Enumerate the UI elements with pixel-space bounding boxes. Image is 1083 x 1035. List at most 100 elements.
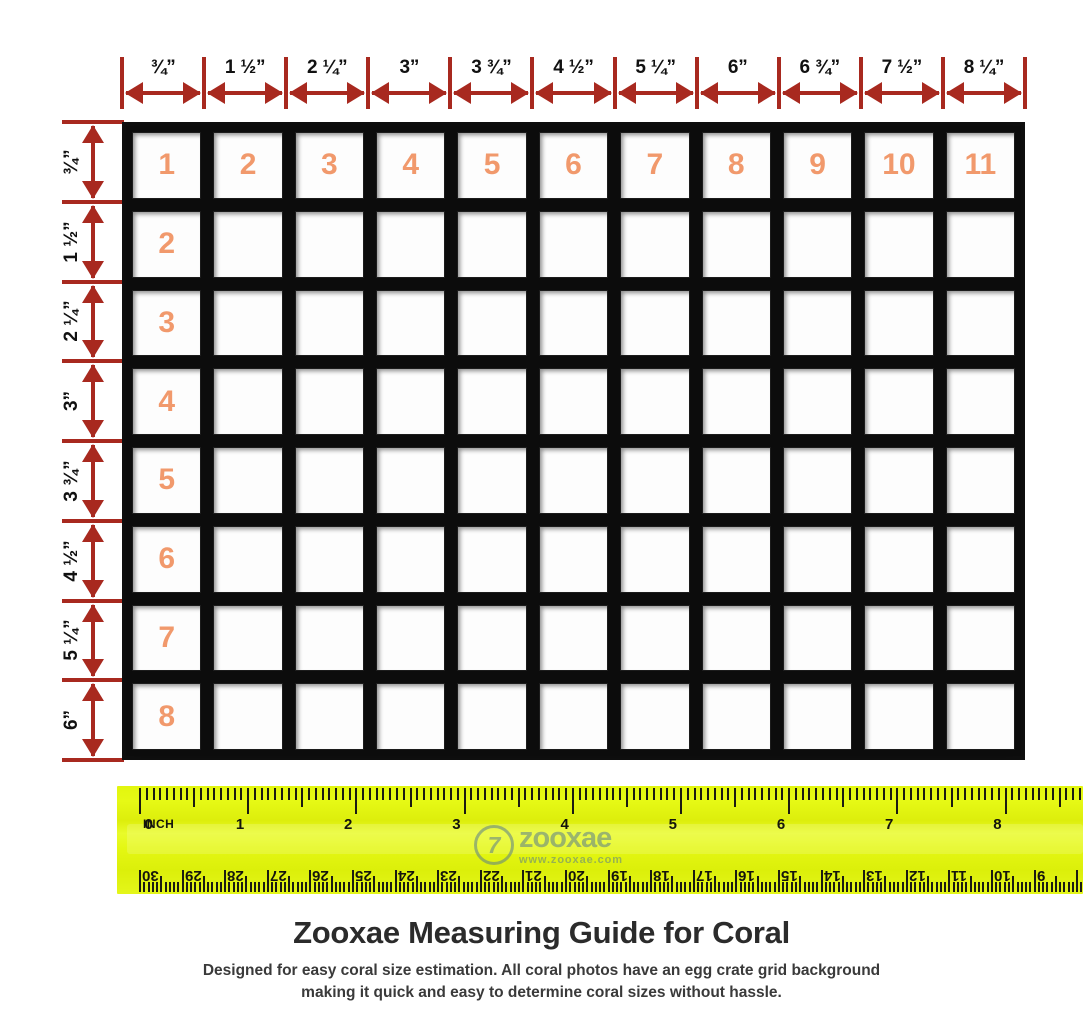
ruler-metric-tick bbox=[701, 882, 704, 892]
horizontal-measure-label: 8 ¼” bbox=[963, 57, 1005, 78]
ruler-metric-tick bbox=[888, 882, 891, 892]
horizontal-measure-label: 6 ¾” bbox=[799, 57, 841, 78]
caption-line-1: Designed for easy coral size estimation.… bbox=[202, 962, 881, 979]
ruler-metric-tick bbox=[530, 882, 533, 892]
vertical-measurement-scale: ¾” 1 ½” 2 ¼” 3” 3 ¾” 4 ½” 5 ¼” 6” bbox=[0, 0, 124, 790]
ruler-inch-tick bbox=[909, 788, 912, 800]
grid-cell: 7 bbox=[126, 598, 208, 678]
grid-cell-face: 8 bbox=[702, 133, 770, 198]
ruler-metric-number: 29 bbox=[184, 867, 202, 884]
ruler-inch-tick bbox=[707, 788, 710, 800]
vertical-measure-segment: 6” bbox=[61, 680, 124, 760]
grid-cell-face: 1 bbox=[133, 133, 201, 198]
ruler-metric-tick bbox=[586, 876, 589, 892]
grid-cell-face bbox=[783, 290, 852, 356]
horizontal-tick-mark bbox=[448, 57, 453, 109]
ruler-inch-tick bbox=[680, 788, 682, 814]
ruler-metric-number: 24 bbox=[397, 867, 415, 884]
ruler-metric-tick bbox=[582, 882, 585, 892]
caption-block: Zooxae Measuring Guide for Coral Designe… bbox=[0, 915, 1083, 1004]
grid-cell bbox=[939, 362, 1021, 441]
ruler-inch-tick bbox=[700, 788, 703, 800]
ruler-inch-tick bbox=[402, 788, 405, 800]
ruler-inch-tick bbox=[727, 788, 730, 800]
ruler-inch-tick bbox=[382, 788, 385, 800]
ruler-metric-tick bbox=[407, 882, 410, 892]
horizontal-measure-label: 3” bbox=[399, 57, 420, 78]
grid-cell bbox=[370, 519, 452, 599]
ruler-inch-tick bbox=[416, 788, 419, 800]
ruler-metric-tick bbox=[786, 882, 789, 892]
ruler-inch-tick bbox=[544, 788, 547, 800]
grid-cell-face bbox=[539, 526, 608, 592]
ruler-inch-tick bbox=[1058, 788, 1061, 807]
double-arrow-icon bbox=[781, 82, 858, 104]
grid-cell-face bbox=[377, 448, 445, 513]
ruler-inch-tick bbox=[274, 788, 277, 800]
ruler-inch-tick bbox=[186, 788, 189, 800]
ruler-metric-tick bbox=[283, 882, 286, 892]
ruler-inch-tick bbox=[1051, 788, 1054, 800]
grid-cell bbox=[939, 598, 1021, 678]
ruler-metric-tick bbox=[471, 882, 474, 892]
ruler-metric-tick bbox=[892, 882, 895, 892]
ruler-inch-tick bbox=[754, 788, 757, 800]
grid-cell-face: 6 bbox=[539, 133, 608, 198]
grid-cell: 1 bbox=[126, 126, 208, 205]
grid-column-number: 10 bbox=[882, 148, 916, 182]
ruler-inch-tick bbox=[1038, 788, 1041, 800]
ruler-metric-tick bbox=[807, 882, 810, 892]
ruler-sheen bbox=[127, 824, 1083, 854]
double-arrow-icon bbox=[535, 82, 612, 104]
ruler-metric-tick bbox=[995, 882, 998, 892]
grid-cell-face bbox=[783, 605, 852, 671]
ruler-metric-tick bbox=[901, 882, 904, 892]
grid-cell bbox=[776, 204, 859, 284]
horizontal-tick-mark bbox=[612, 57, 617, 109]
ruler-inch-number: 3 bbox=[452, 816, 461, 833]
grid-cell-face bbox=[214, 448, 282, 513]
grid-cell bbox=[695, 283, 777, 363]
grid-cell bbox=[207, 598, 289, 678]
ruler-metric-tick bbox=[965, 882, 968, 892]
grid-cell-face bbox=[377, 211, 445, 277]
grid-cell bbox=[614, 362, 696, 441]
double-arrow-icon bbox=[945, 82, 1023, 104]
ruler-inch-tick bbox=[578, 788, 581, 800]
ruler-metric-tick bbox=[424, 882, 427, 892]
ruler-inch-tick bbox=[835, 788, 838, 800]
ruler-metric-number: 9 bbox=[1036, 867, 1045, 884]
ruler-metric-tick bbox=[535, 882, 538, 892]
ruler-metric-tick bbox=[782, 882, 785, 892]
grid-cell-face bbox=[865, 290, 933, 356]
ruler-metric-number: 20 bbox=[567, 867, 585, 884]
ruler-metric-tick bbox=[347, 882, 350, 892]
ruler-metric-tick bbox=[990, 870, 993, 892]
ruler-inch-tick bbox=[537, 788, 540, 800]
ruler-metric-tick bbox=[513, 882, 516, 892]
ruler-metric-number: 23 bbox=[440, 867, 457, 884]
horizontal-measure-label: 7 ½” bbox=[881, 57, 923, 78]
vertical-measure-segment: 3” bbox=[61, 361, 124, 441]
ruler-metric-tick bbox=[969, 876, 972, 892]
grid-cell bbox=[776, 598, 859, 678]
ruler-metric-tick bbox=[313, 882, 316, 892]
ruler-metric-tick bbox=[386, 882, 389, 892]
grid-cell bbox=[776, 362, 859, 441]
ruler-metric-tick bbox=[688, 882, 691, 892]
grid-cell bbox=[451, 677, 533, 756]
grid-cell-face bbox=[865, 448, 933, 513]
double-arrow-icon bbox=[617, 82, 694, 104]
vertical-measure-segment: 3 ¾” bbox=[61, 441, 124, 521]
ruler-metric-tick bbox=[394, 870, 397, 892]
ruler-metric-number: 10 bbox=[993, 867, 1011, 884]
ruler-metric-tick bbox=[1008, 882, 1010, 892]
ruler-inch-tick bbox=[747, 788, 750, 800]
grid-column-number: 9 bbox=[809, 148, 826, 182]
ruler-inch-tick bbox=[179, 788, 182, 800]
ruler-metric-tick bbox=[850, 882, 853, 892]
ruler-metric-tick bbox=[773, 882, 776, 892]
grid-cell bbox=[776, 519, 859, 599]
ruler-metric-tick bbox=[445, 882, 448, 892]
horizontal-measure-segment: 6 ¾” bbox=[779, 57, 861, 109]
